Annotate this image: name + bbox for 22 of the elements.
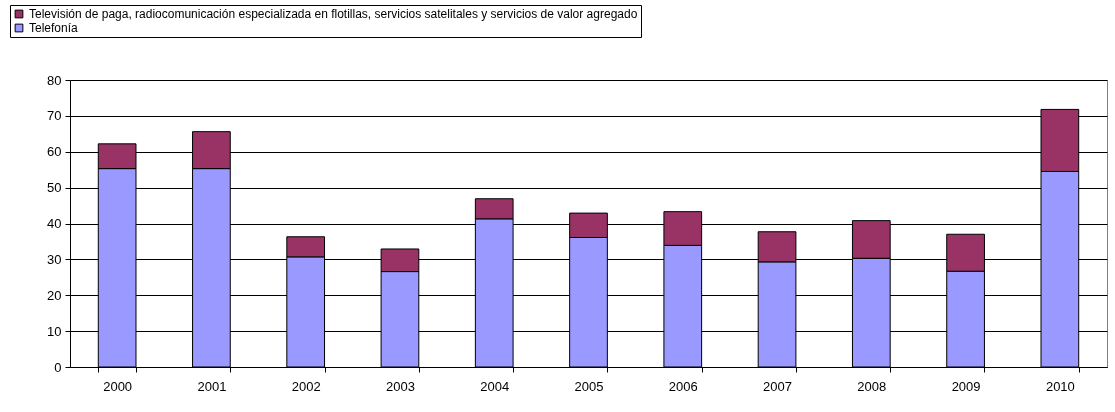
x-tick-label: 2007 xyxy=(763,378,793,394)
x-tick-label: 2000 xyxy=(103,378,133,394)
legend-label: Telefonía xyxy=(29,21,79,35)
y-tick-label: 0 xyxy=(54,359,62,375)
y-tick-label: 30 xyxy=(47,251,62,267)
x-tick-label: 2008 xyxy=(857,378,887,394)
y-tick-label: 80 xyxy=(47,72,62,88)
x-tick-label: 2005 xyxy=(574,378,604,394)
x-tick-label: 2010 xyxy=(1045,378,1075,394)
y-tick-label: 10 xyxy=(47,323,62,339)
y-tick-label: 50 xyxy=(47,180,62,196)
x-tick-label: 2004 xyxy=(480,378,510,394)
legend-label: Televisión de paga, radiocomunicación especializada en flotillas, servicios satelitales y servicios de valor agregado xyxy=(29,7,638,21)
y-tick-label: 70 xyxy=(47,108,62,124)
x-tick-label: 2002 xyxy=(291,378,321,394)
y-tick-label: 60 xyxy=(47,144,62,160)
y-tick-label: 40 xyxy=(47,216,62,231)
x-tick-label: 2001 xyxy=(197,378,227,394)
y-tick-label: 20 xyxy=(47,287,62,303)
x-tick-label: 2006 xyxy=(668,378,698,394)
x-tick-label: 2009 xyxy=(951,378,981,394)
x-tick-label: 2003 xyxy=(385,378,415,394)
